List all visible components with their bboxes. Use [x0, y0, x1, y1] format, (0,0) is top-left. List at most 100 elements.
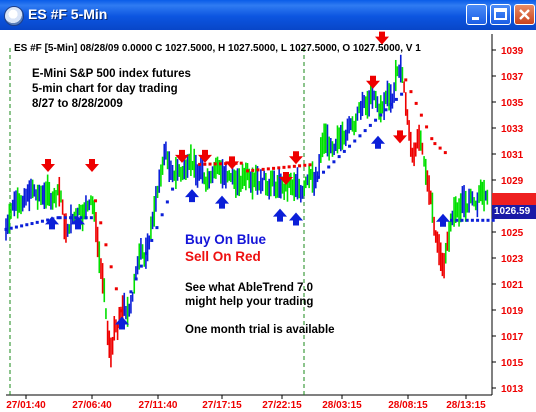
minimize-button[interactable]	[466, 4, 487, 25]
y-tick-label: 1023	[501, 254, 524, 265]
trend-dot	[63, 216, 67, 220]
buy-arrow	[71, 216, 85, 230]
y-tick-label: 1035	[501, 98, 524, 109]
trend-dot	[160, 213, 164, 217]
trend-dot	[84, 216, 88, 220]
window-title: ES #F 5-Min	[28, 6, 108, 22]
maximize-button[interactable]	[490, 4, 511, 25]
trend-dot	[58, 216, 62, 220]
trend-dot	[303, 163, 307, 167]
trend-dot	[476, 218, 480, 222]
trend-dot	[109, 265, 113, 269]
description-line-2: 5-min chart for day trading	[32, 83, 178, 95]
trend-dot	[322, 170, 326, 174]
trend-dot	[246, 169, 250, 173]
description-line-3: 8/27 to 8/28/2009	[32, 98, 123, 110]
trend-dot	[433, 142, 437, 146]
trend-dot	[129, 290, 133, 294]
trend-dot	[89, 216, 93, 220]
trend-dot	[40, 219, 44, 223]
sell-arrow	[279, 172, 293, 185]
trend-dot	[266, 167, 270, 171]
sell-arrow	[41, 159, 55, 172]
buy-on-blue-label: Buy On Blue	[185, 232, 267, 247]
promo-line-1: See what AbleTrend 7.0	[185, 282, 314, 294]
trend-dot	[287, 165, 291, 169]
trend-dot	[332, 160, 336, 164]
x-tick-label: 28/08:15	[388, 400, 428, 411]
y-tick-label: 1021	[501, 280, 524, 291]
trend-dot	[150, 238, 154, 242]
trend-dot	[450, 218, 454, 222]
trend-dot	[298, 164, 302, 168]
trend-dot	[239, 161, 243, 165]
x-tick-label: 27/17:15	[202, 400, 242, 411]
current-price-badge: 1026.59	[492, 205, 536, 219]
trend-dot	[348, 144, 352, 148]
trend-dot	[282, 165, 286, 169]
trend-dot	[389, 103, 393, 107]
trend-dot	[379, 113, 383, 117]
trend-dot	[9, 226, 13, 230]
sell-arrow	[289, 151, 303, 165]
app-icon	[4, 6, 24, 26]
trend-dot	[251, 168, 255, 172]
sell-arrow	[393, 130, 407, 144]
trend-dot	[99, 221, 103, 225]
trend-dot	[171, 187, 175, 191]
trend-dot	[342, 149, 346, 153]
trend-dot	[363, 129, 367, 133]
trend-dot	[481, 218, 485, 222]
trend-dot	[14, 225, 18, 229]
sell-arrow	[366, 75, 380, 89]
trend-dot	[35, 220, 39, 224]
trend-dot	[316, 175, 320, 179]
y-tick-label: 1031	[501, 150, 524, 161]
y-tick-label: 1017	[501, 332, 524, 343]
price-badge-marker	[492, 193, 536, 205]
y-tick-label: 1019	[501, 306, 524, 317]
sell-on-red-label: Sell On Red	[185, 249, 261, 264]
y-tick-label: 1037	[501, 72, 524, 83]
trend-dot	[145, 251, 149, 255]
close-button[interactable]	[514, 4, 535, 25]
y-tick-label: 1029	[501, 176, 524, 187]
trend-dot	[337, 155, 341, 159]
buy-arrow	[45, 216, 59, 230]
trend-dot	[327, 165, 331, 169]
buy-arrow	[115, 316, 129, 330]
sell-arrow	[375, 31, 389, 45]
trend-dot	[425, 125, 429, 129]
trend-dot	[460, 218, 464, 222]
trend-dot	[443, 151, 447, 155]
buy-arrow	[436, 213, 450, 227]
trend-dot	[69, 216, 73, 220]
chart-header: ES #F [5-Min] 08/28/09 0.0000 C 1027.500…	[14, 43, 421, 54]
title-bar: ES #F 5-Min	[0, 0, 536, 30]
x-tick-label: 27/01:40	[6, 400, 46, 411]
maximize-icon	[494, 8, 507, 20]
x-tick-label: 28/13:15	[446, 400, 486, 411]
trend-dot	[404, 78, 408, 82]
sell-arrow	[175, 149, 189, 163]
y-tick-label: 1013	[501, 384, 524, 395]
trend-dot	[46, 218, 50, 222]
trend-dot	[400, 92, 404, 96]
trend-dot	[94, 199, 98, 203]
trend-dot	[79, 216, 83, 220]
y-tick-label: 1039	[501, 46, 524, 57]
promo-line-2: might help your trading	[185, 296, 314, 308]
trend-dot	[430, 137, 434, 141]
sell-arrow	[85, 159, 99, 172]
sell-arrow	[198, 149, 212, 163]
trend-dot	[56, 216, 60, 220]
trend-dot	[114, 287, 118, 291]
trend-dot	[208, 162, 212, 166]
trend-dot	[438, 146, 442, 150]
trend-dot	[486, 218, 490, 222]
description-line-1: E-Mini S&P 500 index futures	[32, 68, 191, 80]
buy-arrow	[289, 212, 303, 226]
trend-dot	[419, 113, 423, 117]
chart-area: 1039103710351033103110291027102510231021…	[0, 30, 536, 412]
trend-dot	[120, 309, 124, 313]
